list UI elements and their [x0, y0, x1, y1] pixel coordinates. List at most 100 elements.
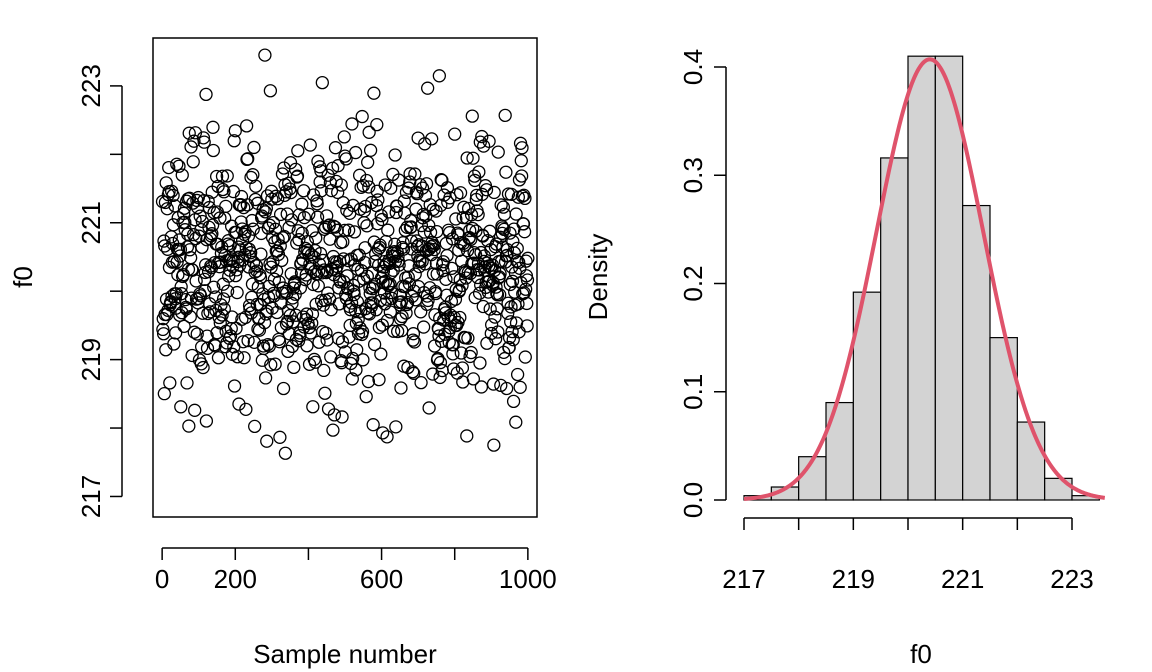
scatter-point: [350, 147, 362, 159]
scatter-point: [390, 421, 402, 433]
scatter-point: [375, 348, 387, 360]
hist-x-tick-label: 223: [1050, 564, 1093, 594]
scatter-point: [461, 430, 473, 442]
histogram-panel: 217 219 221 223 f0 0.0 0.1 0.2 0.3 0.4 Density: [583, 49, 1105, 669]
hist-y-tick-label: 0.4: [678, 49, 708, 85]
scatter-point: [477, 301, 489, 313]
scatter-point: [319, 387, 331, 399]
scatter-point: [382, 224, 394, 236]
hist-x-tick-label: 221: [941, 564, 984, 594]
scatter-point: [466, 110, 478, 122]
scatter-point: [486, 319, 498, 331]
scatter-point: [197, 362, 209, 374]
scatter-point: [279, 447, 291, 459]
x-tick-label: 0: [155, 564, 169, 594]
hist-x-axis-title: f0: [910, 639, 932, 669]
scatter-point: [291, 170, 303, 182]
scatter-point: [367, 419, 379, 431]
scatter-point: [507, 235, 519, 247]
scatter-point: [248, 141, 260, 153]
histogram-bar: [1017, 422, 1044, 500]
scatter-point: [241, 120, 253, 132]
scatter-point: [373, 374, 385, 386]
y-tick-label: 223: [76, 64, 106, 107]
scatter-point: [365, 144, 377, 156]
scatter-point: [422, 82, 434, 94]
scatter-point: [362, 156, 374, 168]
scatter-point: [164, 377, 176, 389]
scatter-point: [521, 297, 533, 309]
hist-y-tick-label: 0.0: [678, 482, 708, 518]
scatter-point: [449, 128, 461, 140]
scatter-point: [516, 142, 528, 154]
scatter-points: [157, 49, 534, 459]
scatter-point: [514, 381, 526, 393]
histogram-bar: [908, 56, 935, 500]
scatter-point: [200, 88, 212, 100]
scatter-point: [519, 351, 531, 363]
scatter-point: [368, 87, 380, 99]
scatter-point: [307, 401, 319, 413]
scatter-point: [521, 320, 533, 332]
scatter-point: [519, 226, 531, 238]
x-tick-label: 600: [360, 564, 403, 594]
scatter-point: [492, 146, 504, 158]
scatter-point: [456, 362, 468, 374]
scatter-point: [361, 220, 373, 232]
scatter-point: [175, 401, 187, 413]
hist-y-tick-label: 0.3: [678, 157, 708, 193]
hist-x-tick-label: 219: [832, 564, 875, 594]
scatter-point: [512, 369, 524, 381]
scatter-point: [259, 49, 271, 61]
scatter-point: [229, 380, 241, 392]
scatter-point: [455, 187, 467, 199]
hist-y-axis-title: Density: [583, 234, 613, 321]
scatter-point: [510, 416, 522, 428]
scatter-point: [475, 381, 487, 393]
scatter-point: [160, 344, 172, 356]
scatter-point: [170, 327, 182, 339]
scatter-point: [389, 149, 401, 161]
scatter-point: [327, 424, 339, 436]
scatter-point: [183, 420, 195, 432]
y-tick-label: 221: [76, 201, 106, 244]
x-tick-label: 200: [214, 564, 257, 594]
scatter-point: [249, 420, 261, 432]
scatter-point: [187, 156, 199, 168]
hist-x-tick-label: 217: [722, 564, 765, 594]
scatter-point: [356, 111, 368, 123]
scatter-point: [200, 415, 212, 427]
scatter-point: [434, 357, 446, 369]
scatter-point: [207, 121, 219, 133]
scatter-point: [399, 207, 411, 219]
scatter-point: [181, 377, 193, 389]
scatter-point: [395, 382, 407, 394]
scatter-point: [363, 126, 375, 138]
scatter-point: [288, 361, 300, 373]
scatter-point: [322, 169, 334, 181]
scatter-point: [362, 376, 374, 388]
scatter-point: [207, 145, 219, 157]
scatter-point: [329, 142, 341, 154]
scatter-point: [278, 383, 290, 395]
hist-y-tick-label: 0.2: [678, 265, 708, 301]
y-tick-label: 217: [76, 475, 106, 518]
scatter-point: [358, 205, 370, 217]
y-tick-label: 219: [76, 338, 106, 381]
scatter-point: [513, 326, 525, 338]
histogram-bar: [881, 158, 908, 500]
scatter-point: [316, 77, 328, 89]
scatter-point: [360, 391, 372, 403]
scatter-point: [168, 338, 180, 350]
x-tick-label: 1000: [499, 564, 557, 594]
scatter-point: [500, 166, 512, 178]
x-axis-title: Sample number: [253, 639, 437, 669]
scatter-point: [389, 238, 401, 250]
scatter-point: [492, 326, 504, 338]
scatter-point: [260, 372, 272, 384]
scatter-point: [304, 139, 316, 151]
scatter-point: [508, 395, 520, 407]
scatter-point: [381, 314, 393, 326]
hist-y-tick-label: 0.1: [678, 374, 708, 410]
